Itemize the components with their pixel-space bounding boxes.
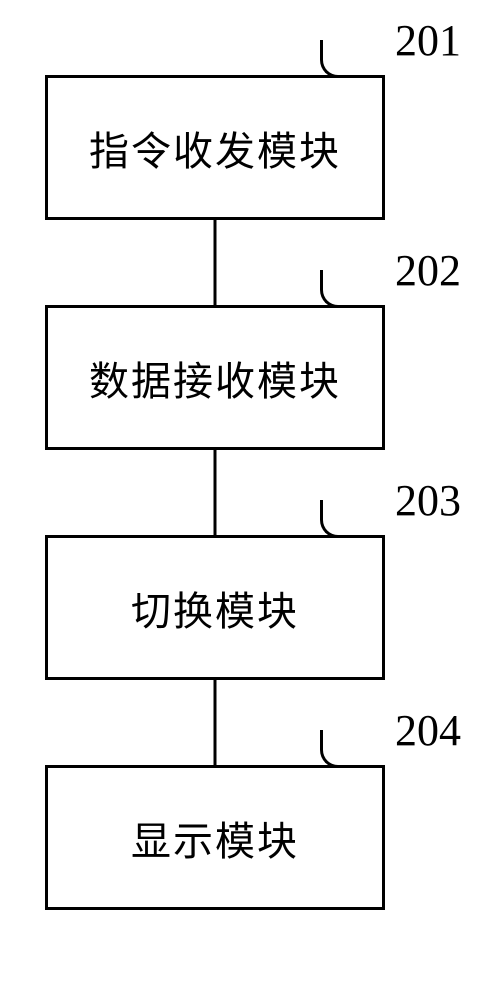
connector-203-204 (214, 680, 217, 765)
label-line-203 (320, 500, 375, 538)
connector-202-203 (214, 450, 217, 535)
block-label-201: 指令收发模块 (89, 119, 341, 177)
block-label-202: 数据接收模块 (89, 349, 341, 407)
label-number-201: 201 (395, 15, 461, 66)
block-202: 数据接收模块 (45, 305, 385, 450)
label-number-204: 204 (395, 705, 461, 756)
block-204: 显示模块 (45, 765, 385, 910)
connector-201-202 (214, 220, 217, 305)
label-number-202: 202 (395, 245, 461, 296)
block-203: 切换模块 (45, 535, 385, 680)
block-label-204: 显示模块 (131, 809, 299, 867)
block-201: 指令收发模块 (45, 75, 385, 220)
label-line-202 (320, 270, 375, 308)
block-label-203: 切换模块 (131, 579, 299, 637)
label-line-204 (320, 730, 375, 768)
flowchart-diagram: 201 指令收发模块 202 数据接收模块 203 切换模块 204 显示模块 (0, 0, 503, 1000)
label-number-203: 203 (395, 475, 461, 526)
label-line-201 (320, 40, 375, 78)
